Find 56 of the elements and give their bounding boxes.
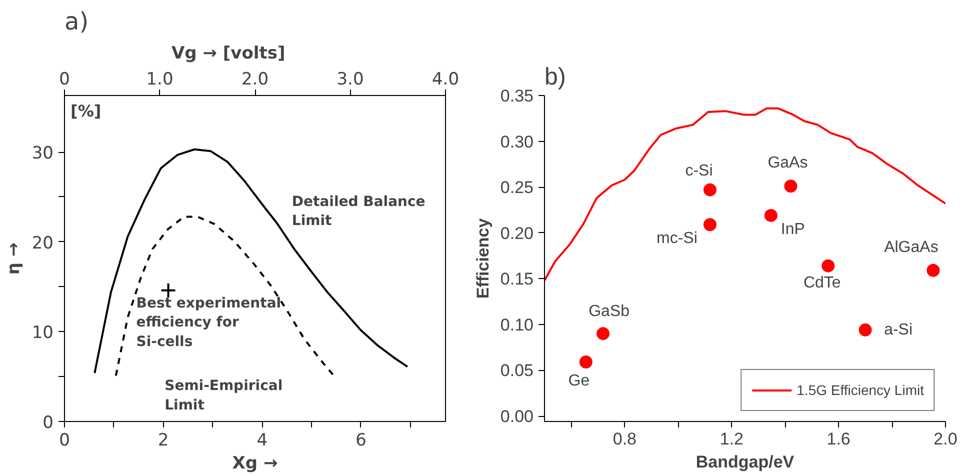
x-axis-title: Bandgap/eV [696,452,795,472]
annotation: Ge [568,372,590,390]
x-tick-label: 2.0 [934,430,958,448]
point [784,180,798,193]
point [858,323,872,336]
x-tick-label: 6 [356,430,366,450]
point [596,327,610,340]
point [926,264,940,277]
point [822,259,835,272]
annotation: AlGaAs [884,238,938,256]
y-tick-label: 0.00 [500,407,534,426]
annotation: a-Si [884,321,913,338]
annotation: Semi-Empirical Limit [164,378,283,414]
annotation: InP [780,220,805,238]
x2-tick-label: 4.0 [432,70,460,90]
point [579,355,592,368]
x-tick-label: 1.2 [720,430,744,448]
line-series [114,216,335,377]
y-tick-label: 20 [32,233,54,254]
y-tick-label: 0.35 [500,86,534,106]
x2-axis-title: Vg → [volts] [171,44,286,64]
annotation: c-Si [685,162,713,180]
y-tick-label: 30 [32,144,54,164]
x-tick-label: 0 [59,430,70,450]
annotation: Best experimental efficiency for Si-cells [136,295,282,350]
x2-tick-label: 1.0 [146,70,174,90]
x2-tick-label: 3.0 [336,70,364,90]
y-tick-label: 0.15 [500,270,534,289]
annotation: mc-Si [656,230,698,248]
x-tick-label: 2 [158,430,169,450]
x-axis-title: Xg → [232,454,278,474]
annotation: GaSb [588,303,630,320]
x-tick-label: 1.6 [826,430,850,448]
x-tick-label: 4 [256,430,268,450]
chart-title: b) [544,64,566,90]
annotation: [%] [70,102,102,120]
x-tick-label: 0.8 [612,430,637,448]
point [703,218,716,232]
y-tick-label: 0.10 [500,315,534,334]
y-tick-label: 0.20 [500,224,534,243]
chart-title: a) [64,8,89,36]
y-tick-label: 0 [42,413,54,433]
x2-tick-label: 0 [59,70,70,90]
y-tick-label: 0.30 [500,132,534,152]
legend-label: 1.5G Efficiency Limit [796,382,924,398]
y-tick-label: 0.25 [500,178,534,198]
y-tick-label: 0.05 [500,361,534,380]
y-axis-title: Efficiency [473,218,492,299]
y-axis-title: η → [4,242,24,275]
annotation: CdTe [803,274,841,292]
annotation: Detailed Balance Limit [292,194,426,230]
annotation: GaAs [768,154,808,172]
point [703,183,716,196]
y-tick-label: 10 [32,323,54,344]
point [764,208,778,222]
x2-tick-label: 2.0 [241,70,269,90]
